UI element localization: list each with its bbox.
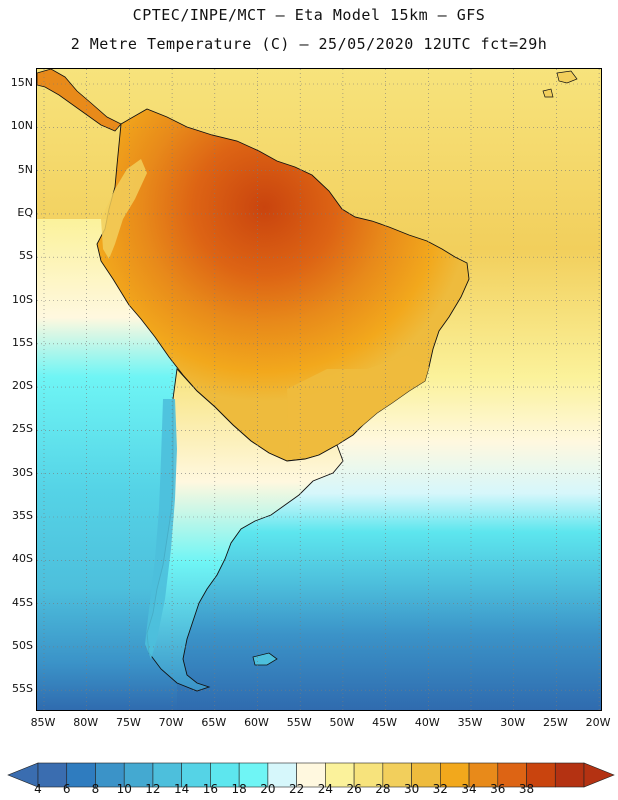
lon-label: 70W	[158, 716, 184, 729]
colorbar-tick-label: 24	[317, 782, 333, 796]
colorbar-tick-label: 20	[260, 782, 276, 796]
southeast-brazil	[287, 355, 429, 457]
colorbar-tick-label: 22	[288, 782, 305, 796]
colorbar-swatch	[123, 762, 154, 788]
colorbar-swatch	[353, 762, 384, 788]
lat-label: 20S	[12, 379, 33, 393]
lat-label: 5N	[17, 162, 33, 176]
colorbar-swatch	[382, 762, 412, 788]
lon-label: 45W	[372, 716, 398, 729]
lat-label: 15S	[12, 335, 33, 349]
lat-label: 40S	[12, 552, 33, 566]
lat-label: 5S	[19, 249, 33, 263]
colorbar-tick-label: 4	[34, 782, 42, 796]
colorbar-swatch	[37, 762, 68, 788]
map-title-line-1: CPTEC/INPE/MCT – Eta Model 15km – GFS	[132, 6, 486, 24]
colorbar-over-arrow	[583, 762, 615, 788]
lat-label: EQ	[17, 205, 33, 219]
lon-label: 80W	[73, 716, 99, 729]
andes-south	[145, 399, 177, 659]
colorbar-tick-label: 16	[202, 782, 219, 796]
lat-label: 55S	[12, 682, 33, 696]
lon-label: 55W	[286, 716, 312, 729]
map-canvas	[37, 69, 601, 710]
colorbar-tick-label: 28	[375, 782, 391, 796]
colorbar-swatch	[95, 762, 125, 788]
colorbar-swatch	[152, 762, 182, 788]
lat-label: 15N	[10, 76, 33, 89]
lat-label: 10S	[12, 292, 33, 306]
colorbar-tick-label: 6	[62, 782, 71, 796]
lon-label: 40W	[414, 716, 440, 729]
lon-label: 50W	[329, 716, 355, 729]
lon-label: 20W	[585, 716, 611, 729]
central-america	[37, 69, 122, 132]
colorbar-swatch	[181, 762, 211, 788]
colorbar-tick-label: 32	[432, 782, 448, 796]
colorbar-swatch	[411, 762, 441, 788]
colorbar-tick-label: 26	[346, 782, 362, 796]
colorbar-swatch	[468, 762, 499, 788]
lat-label: 10N	[10, 119, 33, 133]
colorbar-tick-label: 18	[231, 782, 247, 796]
lat-label: 45S	[12, 595, 33, 609]
lat-label: 30S	[12, 465, 33, 479]
temperature-colorbar	[7, 762, 615, 788]
colorbar-tick-label: 8	[91, 782, 100, 796]
colorbar-swatch	[440, 762, 470, 788]
colorbar-tick-label: 34	[461, 782, 477, 796]
colorbar-swatch	[66, 762, 96, 788]
colorbar-swatch	[554, 762, 585, 788]
temperature-map[interactable]	[36, 68, 602, 711]
lon-label: 35W	[457, 716, 483, 729]
colorbar-tick-label: 10	[116, 782, 132, 796]
map-title-line-2: 2 Metre Temperature (C) – 25/05/2020 12U…	[70, 35, 548, 53]
falkland-islands	[252, 652, 278, 666]
colorbar-tick-label: 12	[145, 782, 161, 796]
lon-label: 65W	[201, 716, 227, 729]
lon-label: 85W	[30, 716, 56, 729]
lon-label: 60W	[244, 716, 269, 729]
colorbar-swatch	[325, 762, 355, 788]
colorbar-tick-label: 30	[403, 782, 420, 796]
colorbar-swatch	[210, 762, 240, 788]
lat-label: 35S	[12, 509, 33, 522]
lat-label: 50S	[12, 638, 33, 652]
colorbar-tick-label: 36	[490, 782, 506, 796]
lon-label: 25W	[542, 716, 568, 729]
caribbean-islands	[542, 70, 578, 98]
colorbar-swatch	[296, 762, 326, 788]
andes-north	[101, 159, 147, 259]
colorbar-tick-label: 38	[518, 782, 535, 796]
lon-label: 75W	[115, 716, 141, 729]
lat-label: 25S	[12, 422, 33, 436]
colorbar-tick-label: 14	[174, 782, 190, 796]
lon-label: 30W	[500, 716, 526, 729]
